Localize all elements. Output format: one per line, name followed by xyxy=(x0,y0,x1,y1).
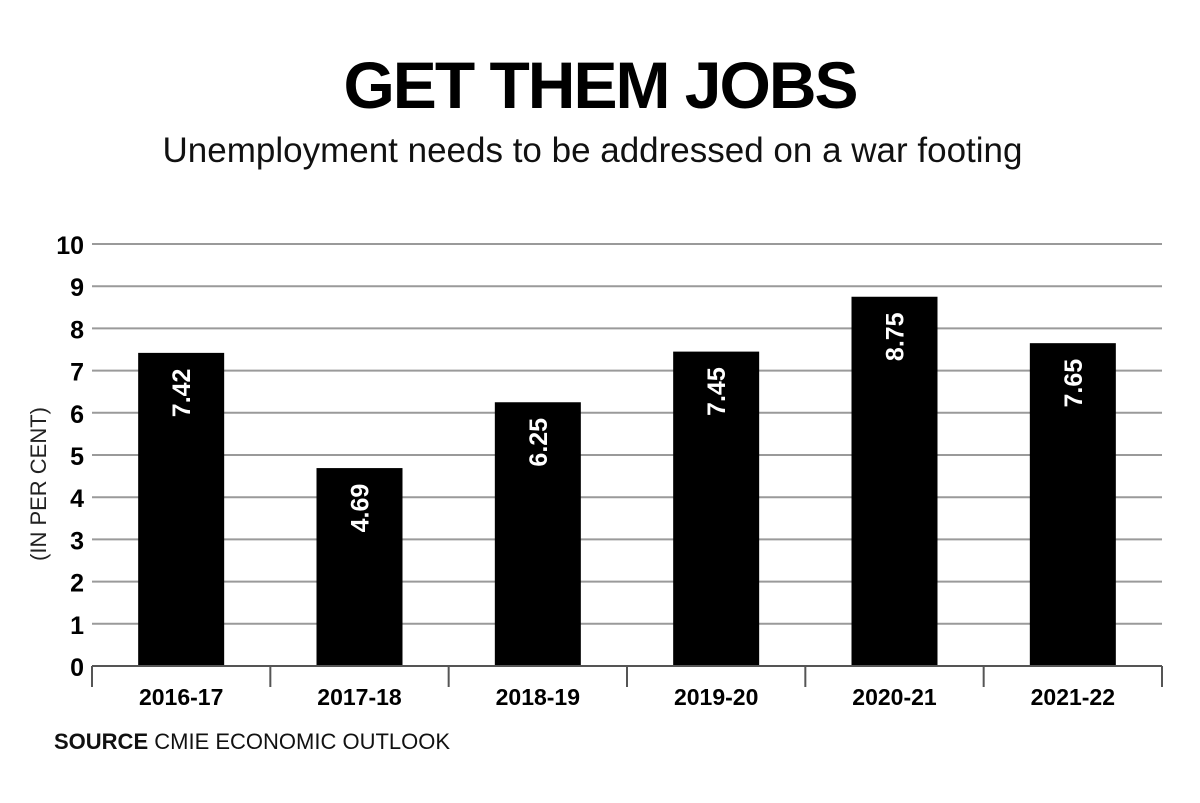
y-tick-label: 1 xyxy=(70,612,84,640)
bar xyxy=(138,352,225,666)
chart-subtitle: Unemployment needs to be addressed on a … xyxy=(162,131,1023,170)
y-tick-label: 2 xyxy=(70,570,84,598)
data-label: 7.42 xyxy=(168,369,196,418)
y-tick-label: 10 xyxy=(56,232,84,260)
data-label: 7.45 xyxy=(703,367,731,416)
source-label: SOURCE xyxy=(54,729,149,754)
x-tick-label: 2020-21 xyxy=(852,684,937,710)
bar xyxy=(673,351,760,666)
data-label: 7.65 xyxy=(1060,359,1088,408)
y-tick-label: 4 xyxy=(70,485,84,513)
x-axis xyxy=(91,665,1163,687)
bar xyxy=(316,468,403,666)
x-tick-label: 2016-17 xyxy=(139,684,223,710)
x-tick-label: 2017-18 xyxy=(317,684,402,710)
x-tick-label: 2019-20 xyxy=(674,684,758,710)
chart-title: GET THEM JOBS xyxy=(343,48,858,122)
x-tick-label: 2021-22 xyxy=(1031,684,1115,710)
y-tick-label: 6 xyxy=(70,401,84,429)
y-tick-label: 9 xyxy=(70,274,84,302)
data-label: 8.75 xyxy=(882,312,910,361)
source-note: SOURCE CMIE ECONOMIC OUTLOOK xyxy=(54,731,450,753)
bar xyxy=(494,402,581,666)
y-tick-label: 0 xyxy=(70,654,84,682)
gridlines xyxy=(92,243,1162,625)
y-tick-label: 8 xyxy=(70,316,84,344)
y-tick-label: 7 xyxy=(70,359,84,387)
data-label: 6.25 xyxy=(525,418,553,467)
bars xyxy=(138,296,1116,666)
y-axis-label: (IN PER CENT) xyxy=(26,407,51,561)
y-tick-label: 3 xyxy=(70,527,84,555)
bar xyxy=(851,296,938,666)
bar xyxy=(1029,343,1116,666)
x-tick-labels: 2016-17 2017-18 2018-19 2019-20 2020-21 2021-… xyxy=(139,684,1115,710)
y-tick-labels: 0 1 2 3 4 5 6 7 8 9 10 xyxy=(56,232,84,682)
data-labels: 7.42 4.69 6.25 7.45 8.75 7.65 xyxy=(168,312,1088,532)
y-tick-label: 5 xyxy=(70,443,84,471)
x-tick-label: 2018-19 xyxy=(496,684,580,710)
source-text: CMIE ECONOMIC OUTLOOK xyxy=(154,729,451,754)
data-label: 4.69 xyxy=(347,484,375,533)
